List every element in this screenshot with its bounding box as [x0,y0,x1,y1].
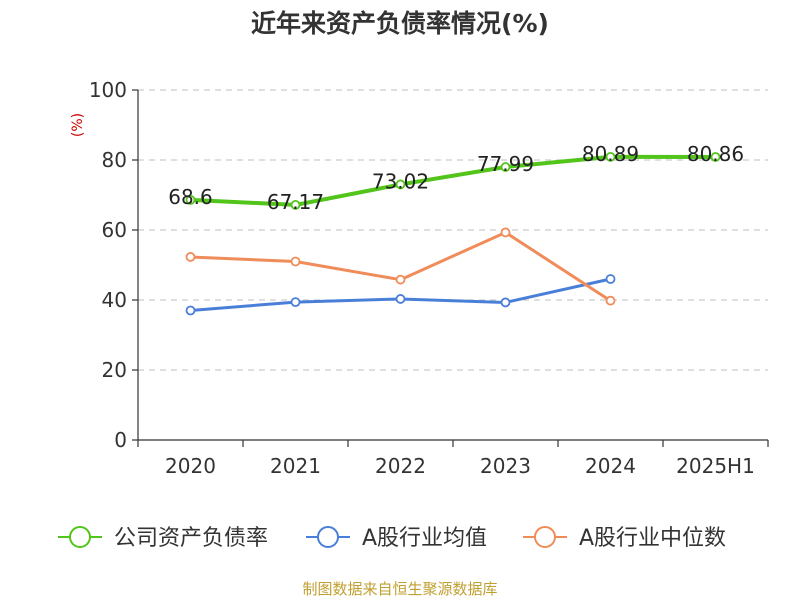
series-line [190,230,612,302]
source-note: 制图数据来自恒生聚源数据库 [302,580,498,598]
x-tick-label: 2023 [480,454,531,478]
data-label: 80.86 [687,142,744,166]
data-labels: 68.6 67.17 73.02 77.99 80.89 80.86 [168,142,744,214]
y-tick-label: 20 [102,358,127,382]
data-point [605,151,616,162]
x-axis: 2020 2021 2022 2023 2024 2025H1 [137,439,769,478]
y-tick-label: 0 [114,428,127,452]
x-tick-label: 2025H1 [676,454,755,478]
data-label: 73.02 [372,169,429,193]
legend-label: A股行业均值 [362,526,487,551]
legend-label: 公司资产负债率 [114,526,268,551]
series-line [190,154,716,207]
data-label: 68.6 [168,185,213,209]
data-point [290,297,301,308]
data-point [395,179,406,190]
data-point [500,162,511,172]
legend-marker [317,526,339,548]
data-point [605,295,616,306]
data-point [395,294,406,304]
data-point [710,152,721,162]
y-axis-label: (%) [70,113,86,137]
chart-title: 近年来资产负债率情况(%) [251,9,549,38]
legend: 公司资产负债率 A股行业均值 A股行业中位数 [58,526,726,551]
data-point [290,256,301,267]
data-point [290,200,301,210]
legend-marker [534,526,556,548]
y-axis: 0 20 40 60 80 100(%) [70,78,139,452]
data-point [185,252,196,262]
x-tick-label: 2020 [165,454,216,478]
x-tick-label: 2022 [375,454,426,478]
data-label: 80.89 [582,142,639,166]
grid-lines [138,89,768,371]
data-point [185,305,196,316]
data-point [500,227,511,238]
data-point [605,274,616,284]
legend-label: A股行业中位数 [579,526,726,551]
y-tick-label: 60 [102,218,127,242]
y-tick-label: 40 [102,288,127,312]
series-group [185,151,721,316]
x-tick-label: 2024 [585,454,636,478]
x-tick-label: 2021 [270,454,321,478]
legend-marker [69,526,91,548]
y-tick-label: 80 [102,148,127,172]
y-tick-label: 100 [89,78,127,102]
data-label: 67.17 [267,190,324,214]
data-point [500,297,511,308]
data-point [185,194,196,205]
data-point [395,274,406,285]
data-label: 77.99 [477,152,534,176]
